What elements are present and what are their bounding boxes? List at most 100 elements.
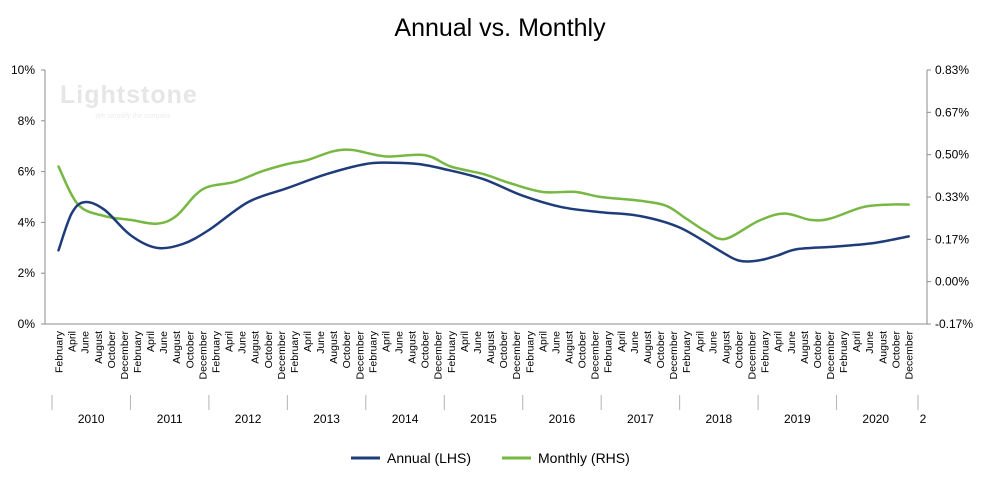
legend-label-monthly: Monthly (RHS)	[538, 450, 630, 466]
left-tick-label: 2%	[18, 266, 36, 280]
month-tick-label: August	[485, 331, 497, 364]
month-tick-label: October	[577, 331, 589, 369]
month-tick-label: December	[197, 330, 209, 379]
month-tick-label: October	[106, 331, 118, 369]
left-tick-label: 10%	[11, 63, 35, 77]
month-tick-label: June	[864, 331, 876, 354]
year-label: 2013	[313, 412, 340, 426]
year-label: 2011	[157, 412, 183, 426]
month-tick-label: April	[851, 331, 863, 352]
month-tick-label: April	[537, 331, 549, 352]
month-tick-label: April	[380, 331, 392, 352]
series-line-annual	[57, 161, 910, 263]
month-tick-label: December	[668, 330, 680, 379]
month-tick-label: February	[210, 330, 222, 373]
legend-item-annual: Annual (LHS)	[351, 450, 471, 466]
x-axis-months: February April June August October December Fe…	[54, 330, 916, 379]
month-tick-label: June	[158, 331, 170, 354]
right-tick-label: 0.83%	[935, 63, 969, 77]
month-tick-label: December	[354, 330, 366, 379]
right-tick-label: -0.17%	[935, 317, 973, 331]
right-tick-label: 0.67%	[935, 105, 969, 119]
month-tick-label: August	[564, 331, 576, 364]
series-line-monthly	[57, 148, 910, 241]
month-tick-label: June	[629, 331, 641, 354]
month-tick-label: August	[642, 331, 654, 364]
left-tick-label: 0%	[18, 317, 36, 331]
month-tick-label: October	[812, 331, 824, 369]
year-label: 2014	[392, 412, 419, 426]
chart-title: Annual vs. Monthly	[394, 14, 606, 42]
month-tick-label: February	[524, 330, 536, 373]
month-tick-label: October	[341, 331, 353, 369]
watermark: Lightstone We simplify the complex	[60, 81, 198, 120]
right-tick-label: 0.33%	[935, 190, 969, 204]
month-tick-label: April	[694, 331, 706, 352]
year-label: 2012	[235, 412, 262, 426]
right-tick-label: 0.00%	[935, 275, 969, 289]
year-label: 2019	[784, 412, 811, 426]
x-axis-years: 2010 2011 2012 2013 2014 2015 2016 2017 2018 2019…	[51, 395, 927, 426]
month-tick-label: December	[747, 330, 759, 379]
month-tick-label: June	[707, 331, 719, 354]
month-tick-label: February	[760, 330, 772, 373]
month-tick-label: December	[590, 330, 602, 379]
month-tick-label: December	[119, 330, 131, 379]
month-tick-label: August	[250, 331, 262, 364]
month-tick-label: April	[459, 331, 471, 352]
month-tick-label: February	[289, 330, 301, 373]
month-tick-label: October	[498, 331, 510, 369]
month-tick-label: August	[171, 331, 183, 364]
watermark-brand: Lightstone	[60, 81, 198, 109]
month-tick-label: December	[825, 330, 837, 379]
month-tick-label: April	[302, 331, 314, 352]
left-tick-label: 8%	[18, 114, 36, 128]
month-tick-label: August	[93, 331, 105, 364]
right-y-axis: 0.83% 0.67% 0.50% 0.33% 0.17% 0.00% -0.17%	[927, 63, 973, 331]
month-tick-label: August	[720, 331, 732, 364]
month-tick-label: December	[276, 330, 288, 379]
month-tick-label: June	[550, 331, 562, 354]
month-tick-label: June	[315, 331, 327, 354]
month-tick-label: June	[472, 331, 484, 354]
month-tick-label: August	[407, 331, 419, 364]
right-tick-label: 0.17%	[935, 232, 969, 246]
year-label: 2010	[78, 412, 105, 426]
left-tick-label: 4%	[18, 215, 36, 229]
month-tick-label: June	[394, 331, 406, 354]
legend-label-annual: Annual (LHS)	[387, 450, 471, 466]
month-tick-label: December	[433, 330, 445, 379]
month-tick-label: October	[655, 331, 667, 369]
left-tick-label: 6%	[18, 165, 36, 179]
year-label: 2	[920, 412, 927, 426]
month-tick-label: August	[799, 331, 811, 364]
month-tick-label: April	[224, 331, 236, 352]
month-tick-label: December	[511, 330, 523, 379]
year-label: 2016	[549, 412, 576, 426]
year-label: 2017	[627, 412, 654, 426]
month-tick-label: February	[838, 330, 850, 373]
month-tick-label: October	[734, 331, 746, 369]
month-tick-label: June	[237, 331, 249, 354]
month-tick-label: April	[145, 331, 157, 352]
month-tick-label: February	[132, 330, 144, 373]
legend-item-monthly: Monthly (RHS)	[502, 450, 630, 466]
month-tick-label: April	[67, 331, 79, 352]
month-tick-label: February	[54, 330, 66, 373]
month-tick-label: February	[446, 330, 458, 373]
month-tick-label: August	[877, 331, 889, 364]
month-tick-label: June	[786, 331, 798, 354]
month-tick-label: February	[367, 330, 379, 373]
month-tick-label: June	[80, 331, 92, 354]
watermark-tagline: We simplify the complex	[95, 113, 171, 120]
year-label: 2018	[706, 412, 733, 426]
month-tick-label: February	[681, 330, 693, 373]
month-tick-label: August	[328, 331, 340, 364]
month-tick-label: February	[603, 330, 615, 373]
month-tick-label: October	[263, 331, 275, 369]
month-tick-label: October	[420, 331, 432, 369]
month-tick-label: April	[773, 331, 785, 352]
month-tick-label: December	[904, 330, 916, 379]
month-tick-label: October	[184, 331, 196, 369]
